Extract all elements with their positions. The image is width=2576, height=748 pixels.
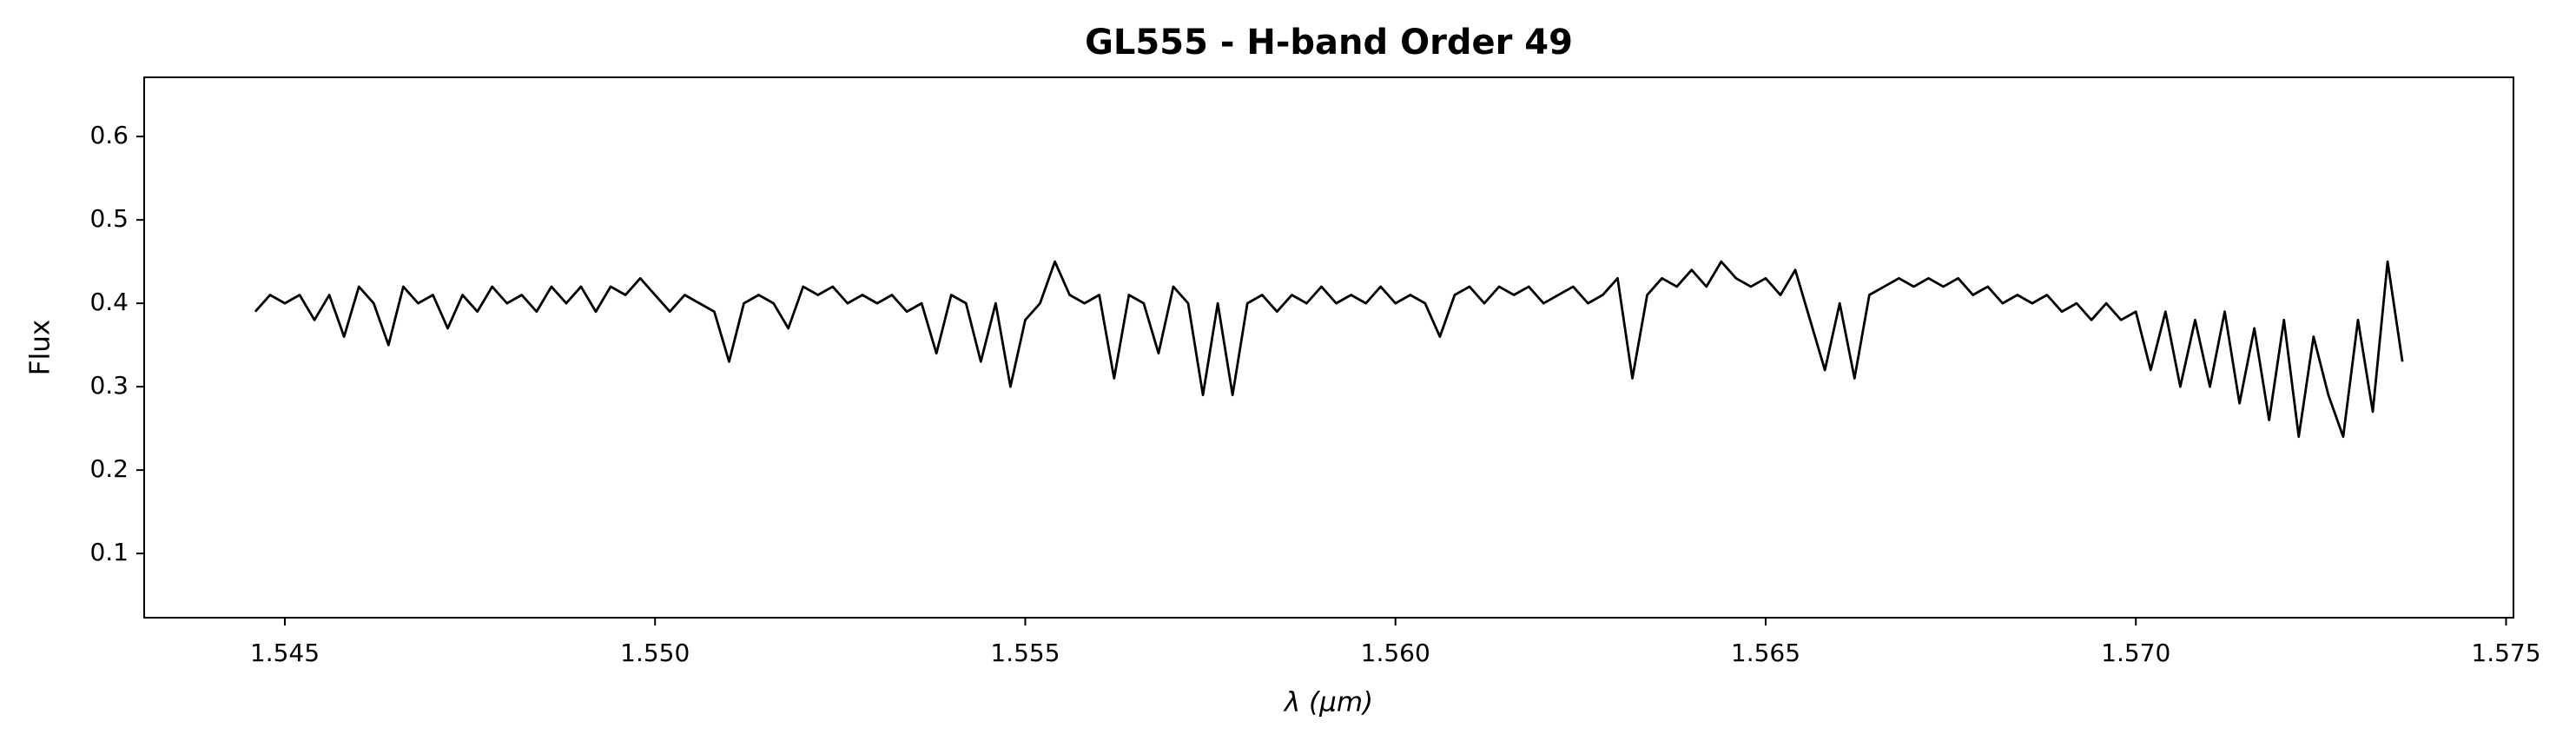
chart-title: GL555 - H-band Order 49: [1085, 23, 1573, 63]
x-tick-label: 1.570: [2101, 639, 2170, 667]
x-tick-label: 1.555: [990, 639, 1060, 667]
x-tick-label: 1.550: [620, 639, 690, 667]
spectrum-line: [254, 260, 2404, 439]
x-axis-label: λ (μm): [1283, 687, 1373, 718]
x-tick-label: 1.575: [2471, 639, 2540, 667]
y-tick-label: 0.6: [89, 121, 129, 149]
y-tick-label: 0.1: [89, 538, 129, 566]
x-tick-label: 1.560: [1361, 639, 1430, 667]
plot-frame: [143, 76, 2514, 619]
y-tick-label: 0.4: [89, 288, 129, 316]
y-axis-label: Flux: [25, 320, 56, 375]
y-tick-label: 0.5: [89, 204, 129, 233]
x-tick-label: 1.545: [250, 639, 320, 667]
x-tick-label: 1.565: [1731, 639, 1800, 667]
y-tick-label: 0.3: [89, 371, 129, 400]
y-tick-label: 0.2: [89, 454, 129, 483]
